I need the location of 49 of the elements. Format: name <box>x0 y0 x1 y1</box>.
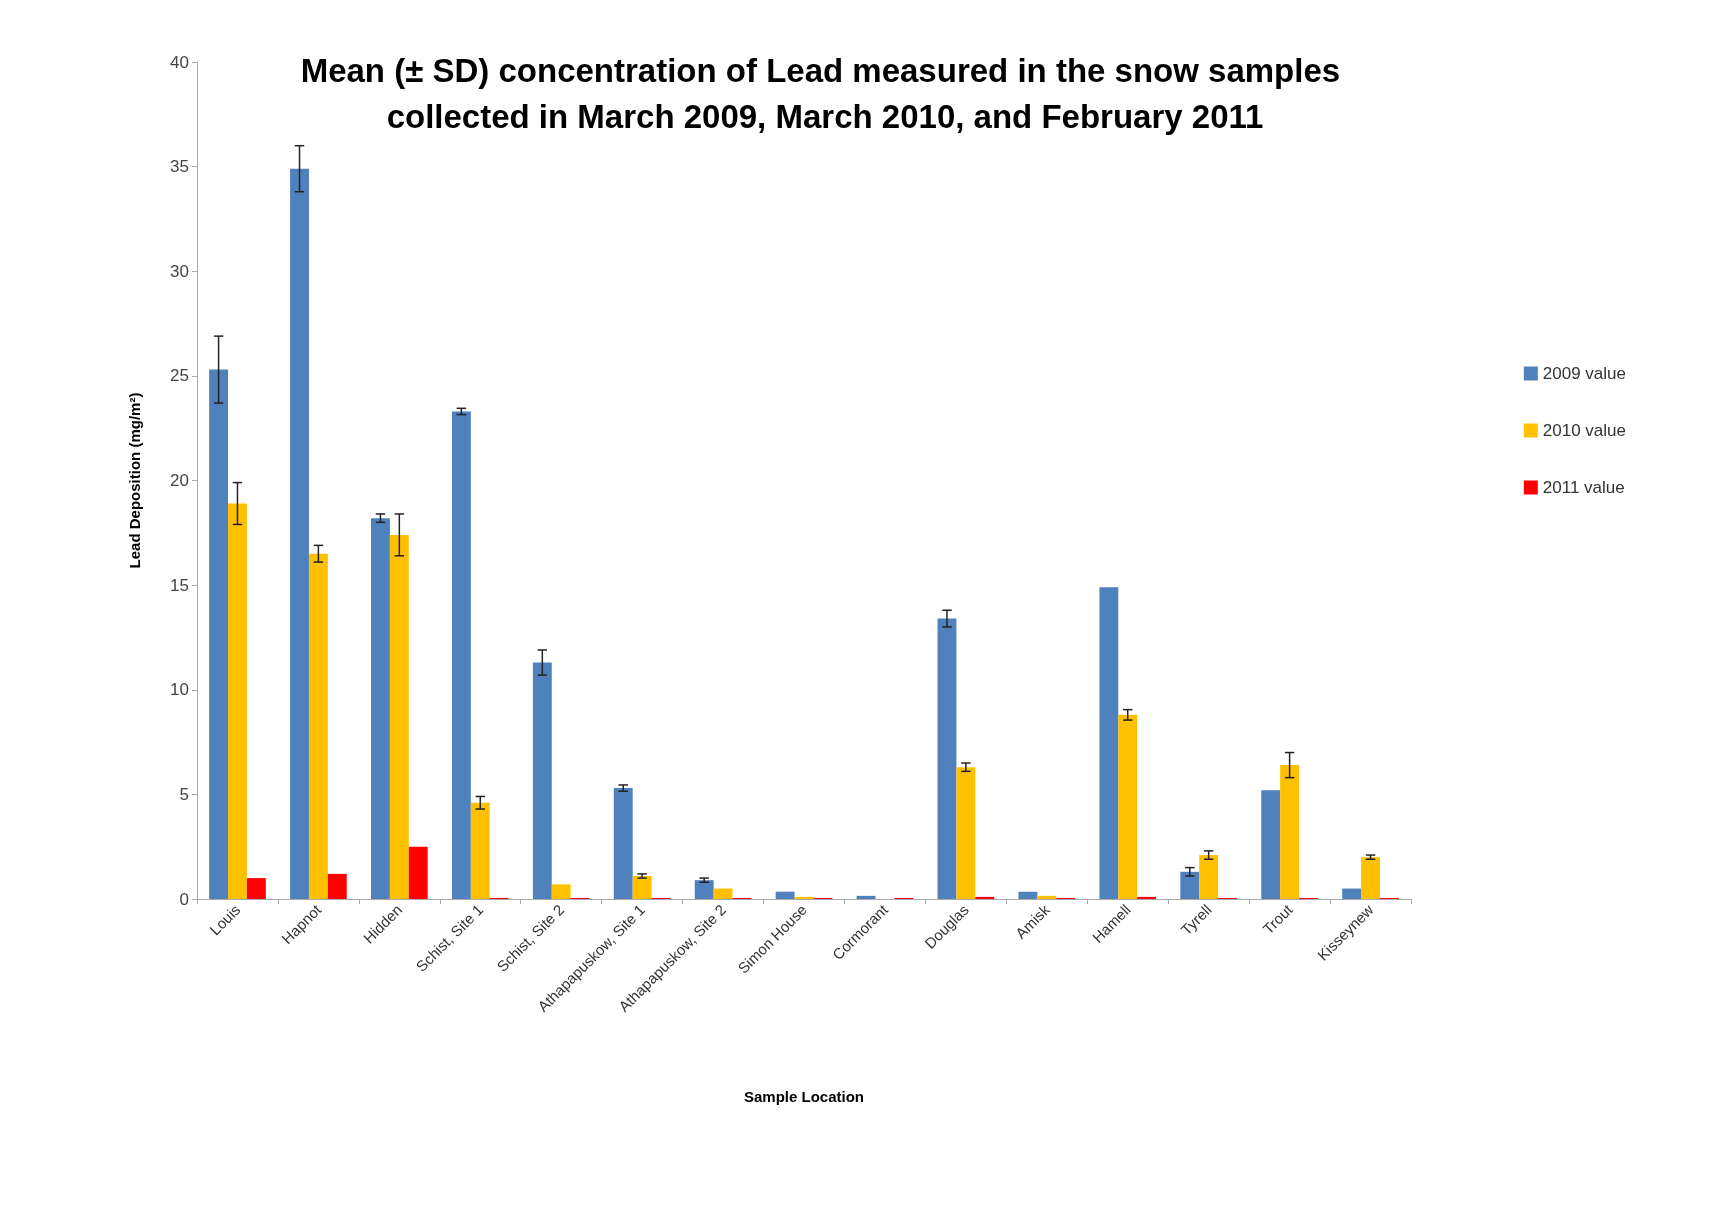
bar <box>975 896 995 899</box>
y-axis-title: Lead Deposition (mg/m²) <box>126 392 143 569</box>
bar <box>389 534 409 899</box>
y-tick-label: 5 <box>179 784 189 804</box>
bar <box>1199 855 1219 899</box>
bar <box>1137 896 1157 899</box>
chart-title: Mean (± SD) concentration of Lead measured in the snow samples collected in March 2009, March 2010, and February 2011 <box>300 51 1350 135</box>
bar <box>327 873 347 899</box>
bar <box>470 802 490 899</box>
bar <box>209 369 229 899</box>
bar <box>408 846 428 899</box>
bar <box>451 411 471 899</box>
legend-label: 2010 value <box>1542 421 1627 440</box>
bar <box>1037 895 1057 899</box>
y-tick-label: 20 <box>170 471 189 490</box>
bar <box>1280 765 1300 899</box>
bar <box>956 767 976 899</box>
legend-label: 2011 value <box>1542 478 1625 497</box>
bar <box>532 662 552 899</box>
bar <box>613 788 633 899</box>
bar <box>371 518 390 899</box>
bar <box>1261 790 1281 899</box>
bar <box>228 503 247 899</box>
bar <box>937 618 957 899</box>
y-tick-label: 40 <box>170 52 189 72</box>
bar <box>775 891 795 899</box>
y-tick-label: 15 <box>170 575 189 595</box>
bar <box>1018 891 1038 899</box>
legend-label: 2009 value <box>1542 364 1627 383</box>
y-tick-label: 35 <box>170 157 189 177</box>
y-tick-label: 10 <box>170 680 189 700</box>
bar <box>1342 888 1362 899</box>
bar <box>246 878 266 899</box>
bar <box>551 884 571 899</box>
bar <box>308 553 328 899</box>
y-tick-label: 30 <box>170 261 189 281</box>
bar <box>713 888 733 899</box>
bar <box>856 895 876 899</box>
y-tick-label: 0 <box>179 889 189 909</box>
bar <box>1099 587 1119 899</box>
bar <box>794 896 814 899</box>
bar <box>694 880 714 899</box>
x-axis-title: Sample Location <box>743 1088 865 1105</box>
bar <box>1180 871 1200 899</box>
bar <box>1118 714 1138 899</box>
y-tick-label: 25 <box>170 366 189 386</box>
bar <box>290 168 309 899</box>
bar <box>1361 857 1380 899</box>
bar <box>632 875 652 899</box>
